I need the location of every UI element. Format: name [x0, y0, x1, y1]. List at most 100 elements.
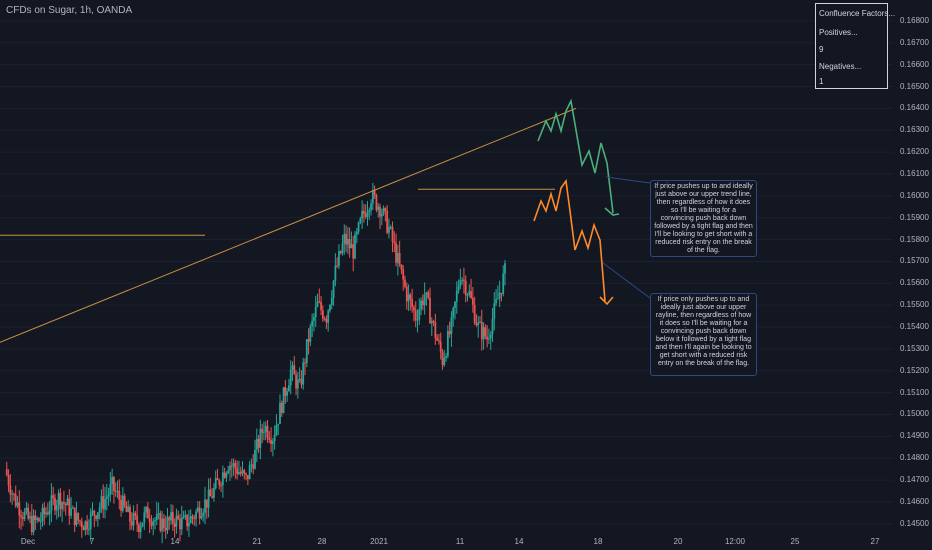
y-tick-label: 0.15900	[900, 212, 929, 222]
candle-body	[414, 310, 417, 321]
candle-body	[143, 512, 146, 523]
candle-body	[341, 243, 344, 254]
candle-body	[389, 226, 392, 228]
x-tick-label: 28	[317, 537, 327, 546]
candle-body	[221, 472, 224, 486]
candle-body	[71, 507, 74, 509]
confluence-title: Confluence Factors...	[819, 9, 896, 18]
candle-body	[489, 334, 492, 339]
x-tick-label: 27	[870, 537, 880, 546]
candle-body	[61, 502, 64, 510]
candle-body	[386, 210, 389, 233]
candle-body	[488, 338, 490, 340]
candle-body	[241, 470, 244, 474]
candle-body	[398, 252, 401, 265]
x-tick-label: 18	[593, 537, 603, 546]
candle-body	[246, 475, 249, 480]
candle-body	[446, 331, 449, 357]
candle-body	[293, 365, 296, 375]
candle-body	[461, 279, 464, 281]
candle-body	[205, 499, 208, 508]
candle-body	[450, 317, 453, 335]
candle-body	[436, 337, 439, 341]
candle-body	[198, 507, 201, 519]
candle-body	[457, 286, 460, 291]
note-upper-rayline-scenario: If price only pushes up to and ideally j…	[650, 293, 757, 376]
candle-body	[152, 521, 155, 526]
candle-body	[482, 327, 485, 340]
candle-body	[100, 496, 103, 508]
candle-body	[255, 438, 258, 450]
candle-body	[296, 379, 299, 389]
candle-body	[23, 511, 26, 519]
candle-body	[93, 510, 96, 516]
candle-body	[175, 515, 178, 527]
candle-body	[266, 425, 269, 438]
candle-body	[88, 529, 90, 531]
candle-body	[371, 190, 374, 204]
candle-body	[13, 493, 15, 495]
candle-body	[145, 507, 147, 513]
x-tick-label: 14	[514, 537, 524, 546]
candle-body	[288, 385, 290, 392]
candle-body	[366, 211, 369, 217]
candle-body	[259, 428, 262, 448]
positives-value: 9	[819, 45, 824, 54]
candle-body	[30, 516, 33, 533]
candle-body	[159, 513, 162, 531]
candle-body	[184, 514, 187, 517]
x-tick-label: 25	[790, 537, 800, 546]
note-connector-lower	[602, 262, 651, 299]
candle-body	[291, 365, 294, 370]
orange-projection-path	[533, 178, 614, 306]
candle-body	[11, 493, 14, 495]
y-tick-label: 0.15300	[900, 343, 929, 353]
candle-body	[102, 496, 105, 510]
chart-title: CFDs on Sugar, 1h, OANDA	[6, 5, 133, 16]
candle-body	[320, 301, 322, 311]
y-tick-label: 0.15100	[900, 387, 929, 397]
candle-body	[388, 227, 390, 233]
candle-body	[248, 465, 251, 480]
candle-body	[195, 511, 197, 519]
candle-body	[111, 477, 114, 485]
candle-body	[232, 463, 235, 467]
candle-body	[470, 291, 472, 298]
candle-body	[150, 521, 153, 526]
candle-body	[191, 516, 194, 518]
candle-body	[180, 517, 183, 530]
candle-body	[50, 495, 53, 511]
candle-body	[55, 504, 58, 511]
candle-body	[270, 440, 272, 444]
candle-body	[493, 303, 496, 319]
candle-body	[107, 494, 110, 497]
y-tick-label: 0.16000	[900, 190, 929, 200]
candle-body	[427, 292, 430, 299]
x-tick-label: 2021	[370, 537, 388, 546]
drawn-lines	[0, 107, 577, 343]
candle-body	[182, 516, 185, 518]
candle-body	[263, 431, 265, 433]
x-tick-label: 14	[170, 537, 180, 546]
candle-body	[409, 294, 412, 300]
candle-body	[91, 510, 94, 513]
candle-body	[27, 507, 30, 519]
candle-body	[443, 358, 446, 366]
candle-body	[375, 195, 378, 210]
candle-body	[29, 516, 31, 519]
x-tick-label: 12:00	[724, 537, 746, 546]
candle-body	[452, 307, 455, 318]
candle-body	[502, 273, 505, 294]
candle-body	[330, 297, 333, 305]
candle-body	[339, 251, 342, 254]
x-tick-label: Dec	[20, 537, 36, 546]
candle-body	[448, 331, 451, 335]
candle-body	[239, 472, 242, 474]
candle-body	[254, 449, 256, 469]
note-upper-trend-scenario: If price pushes up to and ideally just a…	[650, 180, 757, 257]
candle-body	[96, 512, 99, 519]
candle-body	[173, 523, 176, 527]
candle-body	[323, 318, 326, 320]
candle-body	[164, 527, 167, 531]
